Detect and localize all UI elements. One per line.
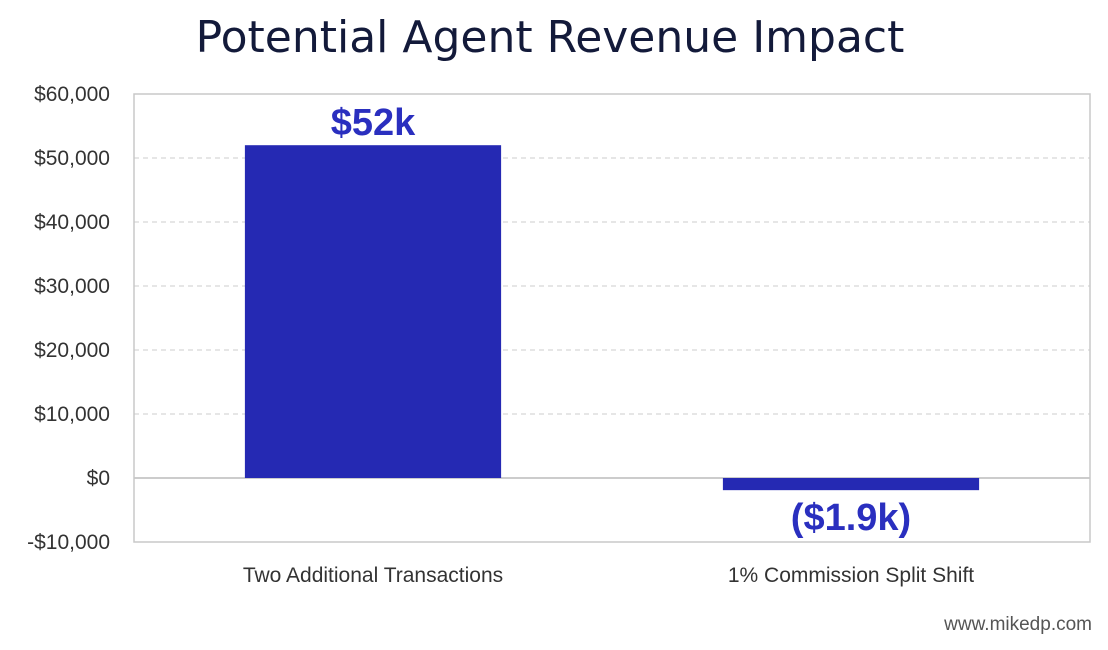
y-tick-label: $20,000 — [34, 339, 110, 362]
y-tick-label: $40,000 — [34, 211, 110, 234]
chart-title: Potential Agent Revenue Impact — [196, 12, 905, 63]
source-credit: www.mikedp.com — [943, 614, 1092, 635]
data-label: $52k — [331, 102, 416, 144]
bar — [722, 478, 980, 491]
x-category-label: 1% Commission Split Shift — [728, 564, 974, 587]
x-axis-category-labels: Two Additional Transactions 1% Commission… — [243, 564, 974, 587]
x-category-label: Two Additional Transactions — [243, 564, 503, 587]
data-labels: $52k ($1.9k) — [331, 102, 911, 539]
data-label: ($1.9k) — [791, 497, 911, 539]
y-tick-label: $30,000 — [34, 275, 110, 298]
plot-area-frame — [133, 93, 1091, 543]
y-axis-tick-labels: -$10,000 $0 $10,000 $20,000 $30,000 $40,000 $5… — [27, 83, 110, 554]
y-tick-label: $60,000 — [34, 83, 110, 106]
bar — [244, 145, 502, 478]
y-tick-label: $0 — [87, 467, 110, 490]
bars — [244, 145, 980, 491]
y-tick-label: $10,000 — [34, 403, 110, 426]
y-tick-label: $50,000 — [34, 147, 110, 170]
y-tick-label: -$10,000 — [27, 531, 110, 554]
